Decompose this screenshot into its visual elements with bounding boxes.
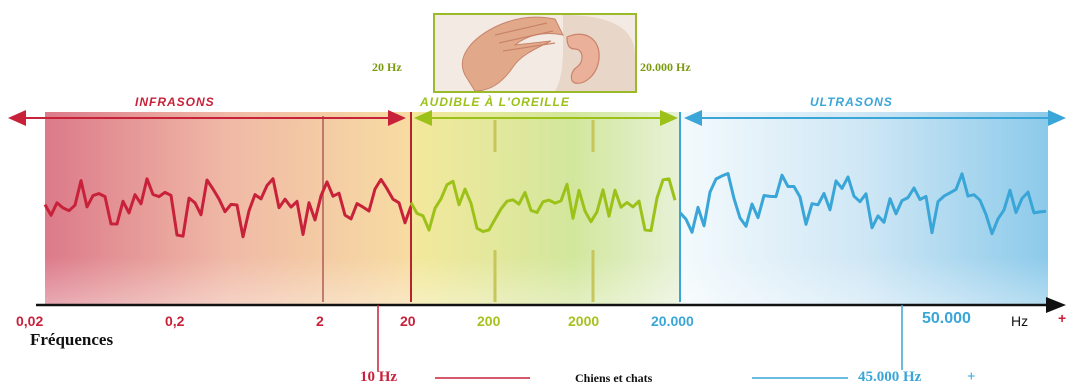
- tick-label-0-2: 0,2: [165, 313, 185, 329]
- hand-ear-photo: [433, 13, 637, 93]
- footer-plus: +: [967, 369, 976, 385]
- footer-high-limit: 45.000 Hz: [858, 369, 922, 385]
- axis-plus: +: [1058, 310, 1067, 326]
- audible-arrow: [414, 110, 678, 126]
- infrasons-wave: [43, 177, 413, 239]
- tick-label-2000: 2000: [568, 313, 600, 329]
- axis-arrow-icon: [1046, 297, 1066, 313]
- tick-label-2: 2: [316, 313, 324, 329]
- tick-label-50000: 50.000: [922, 310, 971, 327]
- axis-title: Fréquences: [30, 330, 114, 349]
- footer-low-limit: 10 Hz: [360, 369, 398, 385]
- hearing-high-label: 20.000 Hz: [640, 60, 691, 74]
- audible-wave: [409, 177, 677, 234]
- tick-label-20: 20: [400, 313, 416, 329]
- infrasons-title: INFRASONS: [135, 95, 215, 109]
- ultrasons-wave: [678, 172, 1047, 236]
- tick-label-20000: 20.000: [651, 313, 694, 329]
- tick-label-0-02: 0,02: [16, 313, 44, 329]
- axis-unit: Hz: [1011, 313, 1029, 329]
- audible-title: AUDIBLE À L'OREILLE: [420, 95, 570, 109]
- ultrasons-arrow: [684, 110, 1066, 126]
- footer-animals: Chiens et chats: [575, 371, 653, 385]
- ultrasons-title: ULTRASONS: [810, 95, 893, 109]
- tick-label-200: 200: [477, 313, 501, 329]
- hearing-low-label: 20 Hz: [372, 60, 402, 74]
- infrasons-arrow: [8, 110, 406, 126]
- frequency-axis: [36, 297, 1066, 313]
